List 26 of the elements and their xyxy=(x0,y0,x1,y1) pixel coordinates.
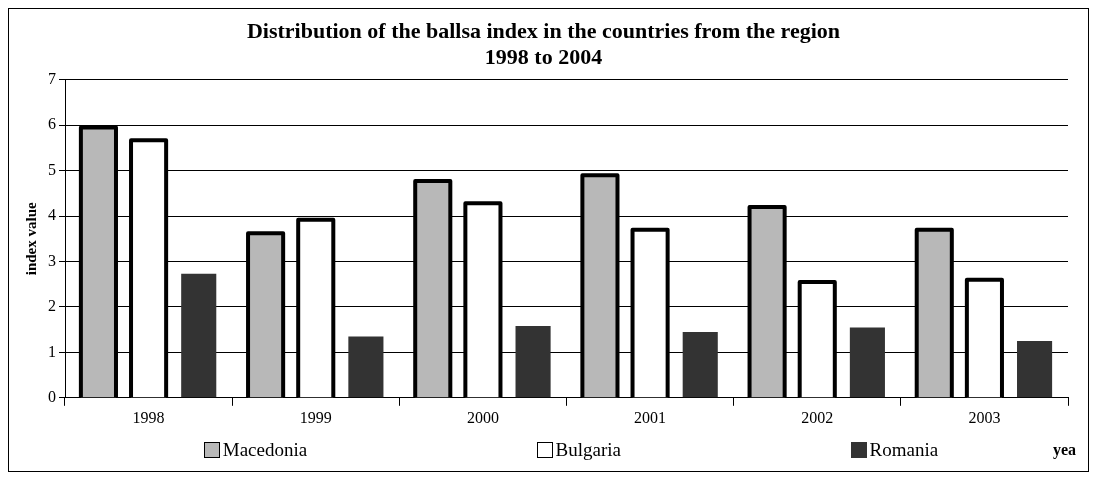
y-tick-label: 4 xyxy=(48,206,56,224)
bar xyxy=(181,273,217,398)
x-axis-title: yea xyxy=(1052,441,1076,459)
bar xyxy=(682,331,718,398)
y-tick-label: 6 xyxy=(48,115,56,133)
y-axis-title: index value xyxy=(22,202,39,276)
chart-title: Distribution of the ballsa index in the countries from the region 1998 to 2004 xyxy=(246,17,841,70)
legend-label: Bulgaria xyxy=(555,439,622,461)
y-tick-label: 5 xyxy=(48,160,56,178)
x-tick-label: 1998 xyxy=(132,408,165,426)
x-tick-label: 2000 xyxy=(466,408,499,426)
y-tick-label: 0 xyxy=(48,388,56,405)
x-tick-label: 1999 xyxy=(299,408,332,426)
legend-label: Macedonia xyxy=(222,439,308,461)
bar xyxy=(515,326,551,398)
legend-label: Romania xyxy=(869,439,939,461)
y-tick-label: 7 xyxy=(48,70,56,87)
x-tick-label: 2001 xyxy=(634,408,667,426)
bar xyxy=(348,336,384,398)
y-tick-label: 2 xyxy=(48,297,56,315)
y-tick-label: 3 xyxy=(48,251,56,269)
bar xyxy=(849,327,885,398)
y-tick-label: 1 xyxy=(48,342,56,360)
bar xyxy=(1017,341,1053,398)
x-tick-label: 2002 xyxy=(801,408,834,426)
x-tick-label: 2003 xyxy=(968,408,1001,426)
